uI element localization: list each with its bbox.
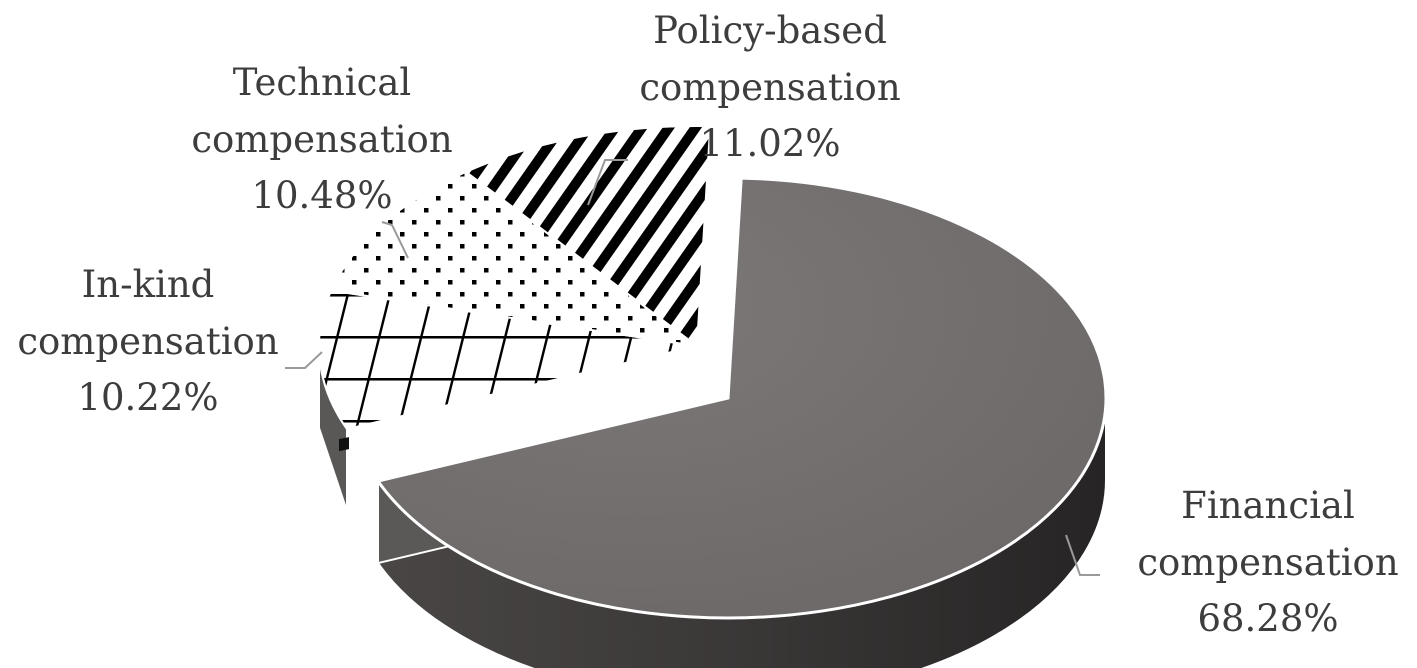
label-name-line2: compensation [191,118,452,161]
small-slices-top [317,124,712,431]
leader-line-technical [381,221,409,259]
label-percent: 10.48% [251,174,392,217]
label-name-line1: In-kind [82,263,215,306]
pie-slice-policy-based-compensation [464,124,712,348]
pie-slice-technical-compensation [329,170,698,347]
pie-slice-in-kind-compensation [317,289,698,431]
label-name-line1: Financial [1181,484,1355,527]
leader-line-policy [587,159,628,206]
slice-label-policy-based: Policy-based compensation 11.02% [639,9,900,165]
pie-slice-financial-group [375,176,1108,668]
leader-line-in-kind [285,351,323,369]
label-name-line1: Policy-based [653,9,887,52]
label-percent: 68.28% [1197,597,1338,640]
label-percent: 11.02% [699,122,840,165]
label-name-line1: Technical [233,61,412,104]
slice-label-in-kind: In-kind compensation 10.22% [17,263,278,419]
slice-label-technical: Technical compensation 10.48% [191,61,452,217]
leader-line-financial [1065,534,1100,576]
label-name-line2: compensation [1137,541,1398,584]
slice-label-financial: Financial compensation 68.28% [1137,484,1398,640]
label-name-line2: compensation [639,66,900,109]
label-name-line2: compensation [17,320,278,363]
pie-slice-financial-compensation [375,176,1108,620]
label-percent: 10.22% [77,376,218,419]
leader-lines [285,159,1100,576]
